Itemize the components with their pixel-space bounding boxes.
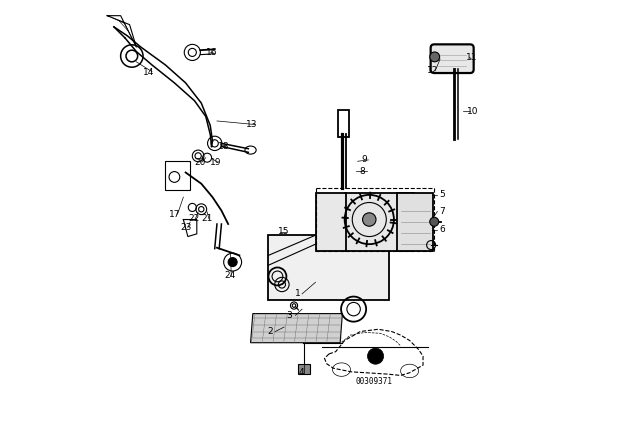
Text: 6: 6 [439, 225, 445, 234]
Text: 14: 14 [143, 68, 154, 77]
Text: 21: 21 [202, 214, 212, 223]
Text: 12: 12 [428, 66, 438, 75]
Text: 4: 4 [298, 368, 304, 377]
Text: 8: 8 [360, 167, 365, 176]
Circle shape [362, 213, 376, 226]
FancyBboxPatch shape [338, 110, 349, 137]
Circle shape [228, 258, 237, 267]
FancyBboxPatch shape [165, 161, 190, 190]
FancyBboxPatch shape [397, 193, 433, 251]
Text: 9: 9 [361, 155, 367, 164]
Text: 24: 24 [224, 271, 235, 280]
Text: 2: 2 [267, 327, 273, 336]
FancyBboxPatch shape [316, 193, 346, 251]
FancyBboxPatch shape [298, 364, 310, 374]
Text: 19: 19 [211, 158, 222, 167]
Text: 11: 11 [466, 53, 477, 62]
Text: 20: 20 [195, 158, 205, 167]
Circle shape [430, 217, 439, 226]
FancyBboxPatch shape [431, 44, 474, 73]
FancyBboxPatch shape [345, 193, 414, 251]
Text: 10: 10 [467, 107, 478, 116]
Circle shape [367, 348, 383, 364]
Text: 17: 17 [169, 210, 180, 219]
Text: 18: 18 [218, 142, 229, 151]
Text: 3: 3 [287, 311, 292, 320]
Text: 5: 5 [439, 190, 445, 199]
Text: 00309371: 00309371 [355, 377, 392, 386]
Text: 13: 13 [246, 120, 258, 129]
Circle shape [430, 52, 440, 62]
FancyBboxPatch shape [269, 235, 389, 300]
Text: 16: 16 [206, 48, 218, 57]
Text: 7: 7 [439, 207, 445, 216]
Text: 23: 23 [181, 223, 192, 232]
Text: 22: 22 [188, 214, 199, 223]
Text: 1: 1 [295, 289, 300, 298]
Polygon shape [251, 314, 342, 343]
Text: 15: 15 [278, 227, 289, 236]
